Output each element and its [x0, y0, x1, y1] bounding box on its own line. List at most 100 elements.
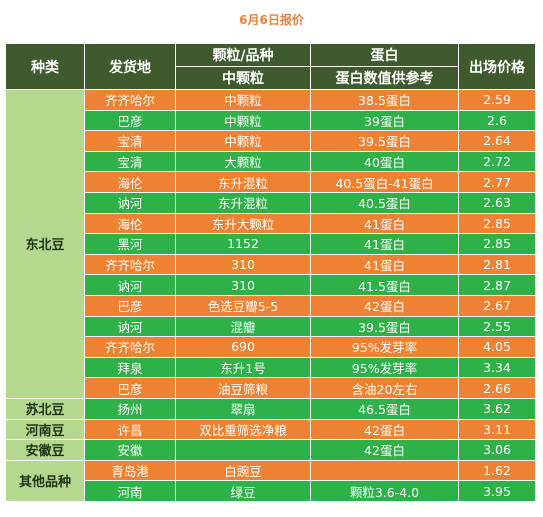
origin-cell: 宝清	[84, 150, 176, 173]
table-row: 东北豆 齐齐哈尔 中颗粒 38.5蛋白 2.59	[5, 89, 536, 399]
protein-cell: 41.5蛋白	[310, 274, 459, 296]
grain-cell: 中颗粒	[175, 109, 311, 132]
grain-cell: 690	[175, 336, 311, 358]
table-row: 齐齐哈尔 690 95%发芽率 4.05	[6, 336, 536, 358]
origin-cell: 齐齐哈尔	[84, 253, 176, 276]
price-cell: 1.62	[458, 459, 536, 482]
price-cell: 3.11	[458, 418, 536, 441]
kind-cell: 苏北豆	[5, 397, 85, 420]
origin-cell: 安徽	[84, 439, 176, 461]
price-cell: 2.85	[458, 212, 536, 235]
price-cell: 2.85	[458, 233, 536, 255]
protein-cell: 颗粒3.6-4.0	[310, 480, 459, 502]
price-cell: 2.72	[458, 150, 536, 173]
grain-cell: 油豆筛粮	[175, 377, 311, 399]
origin-cell: 扬州	[84, 397, 176, 420]
origin-cell: 黑河	[84, 233, 176, 255]
protein-cell: 40.5蛋白	[310, 191, 459, 214]
header-price: 出场价格	[458, 43, 536, 90]
origin-cell: 海伦	[84, 212, 176, 235]
header-grain: 颗粒/品种	[175, 43, 311, 67]
origin-cell: 河南	[84, 480, 176, 502]
protein-cell: 39.5蛋白	[310, 315, 459, 338]
origin-cell: 青岛港	[84, 459, 176, 482]
origin-cell: 宝清	[84, 130, 176, 152]
origin-cell: 许昌	[84, 418, 176, 441]
kind-cell: 其他品种	[5, 459, 85, 502]
protein-cell: 39蛋白	[310, 109, 459, 132]
price-cell: 2.87	[458, 274, 536, 296]
grain-cell: 色选豆瓣5-5	[175, 294, 311, 317]
table-row: 讷河 混瓣 39.5蛋白 2.55	[6, 315, 536, 338]
kind-cell: 东北豆	[5, 89, 85, 399]
grain-cell	[175, 439, 311, 461]
grain-cell: 大颗粒	[175, 150, 311, 173]
origin-cell: 巴彦	[84, 109, 176, 132]
origin-cell: 巴彦	[84, 294, 176, 317]
price-cell: 2.77	[458, 171, 536, 193]
origin-cell: 齐齐哈尔	[84, 336, 176, 358]
table-row: 海伦 东升混粒 40.5蛋白-41蛋白 2.77	[6, 171, 536, 193]
table-row: 安徽豆 安徽 42蛋白 3.06	[5, 439, 536, 461]
grain-cell: 东升大颗粒	[175, 212, 311, 235]
price-cell: 2.63	[458, 191, 536, 214]
price-cell: 2.81	[458, 253, 536, 276]
price-table: 种类 发货地 颗粒/品种 蛋白 出场价格 中颗粒 蛋白数值供参考 东北豆 齐齐哈尔…	[5, 43, 536, 502]
origin-cell: 巴彦	[84, 377, 176, 399]
grain-cell: 混瓣	[175, 315, 311, 338]
price-cell: 2.6	[458, 109, 536, 132]
table-row: 巴彦 油豆筛粮 含油20左右 2.66	[6, 377, 536, 399]
header-origin: 发货地	[84, 43, 176, 90]
grain-cell: 东升1号	[175, 356, 311, 379]
table-row: 宝清 大颗粒 40蛋白 2.72	[6, 150, 536, 173]
protein-cell: 42蛋白	[310, 439, 459, 461]
protein-cell: 40.5蛋白-41蛋白	[310, 171, 459, 193]
protein-cell: 41蛋白	[310, 212, 459, 235]
header-protein: 蛋白	[310, 43, 459, 67]
header-grain-sub: 中颗粒	[175, 66, 311, 90]
origin-cell: 讷河	[84, 191, 176, 214]
header-kind: 种类	[5, 43, 85, 90]
table-row: 河南 绿豆 颗粒3.6-4.0 3.95	[6, 480, 536, 502]
table-row: 海伦 东升大颗粒 41蛋白 2.85	[6, 212, 536, 235]
price-cell: 3.34	[458, 356, 536, 379]
table-row: 讷河 310 41.5蛋白 2.87	[6, 274, 536, 296]
price-table-body: 东北豆 齐齐哈尔 中颗粒 38.5蛋白 2.59 巴彦 中颗粒 39蛋白 2.6 宝清 中颗粒 39.…	[5, 89, 536, 502]
protein-cell: 含油20左右	[310, 377, 459, 399]
price-cell: 4.05	[458, 336, 536, 358]
price-cell: 3.62	[458, 397, 536, 420]
table-row: 讷河 东升混粒 40.5蛋白 2.63	[6, 191, 536, 214]
table-row: 巴彦 色选豆瓣5-5 42蛋白 2.67	[6, 294, 536, 317]
protein-cell	[310, 459, 459, 482]
grain-cell: 双比重筛选净粮	[175, 418, 311, 441]
kind-cell: 安徽豆	[5, 439, 85, 461]
price-cell: 3.06	[458, 439, 536, 461]
protein-cell: 46.5蛋白	[310, 397, 459, 420]
protein-cell: 41蛋白	[310, 233, 459, 255]
table-row: 苏北豆 扬州 翠扇 46.5蛋白 3.62	[5, 397, 536, 420]
origin-cell: 齐齐哈尔	[84, 89, 176, 111]
table-row: 齐齐哈尔 310 41蛋白 2.81	[6, 253, 536, 276]
grain-cell: 翠扇	[175, 397, 311, 420]
kind-cell: 河南豆	[5, 418, 85, 441]
origin-cell: 拜泉	[84, 356, 176, 379]
protein-cell: 42蛋白	[310, 418, 459, 441]
protein-cell: 95%发芽率	[310, 356, 459, 379]
table-row: 黑河 1152 41蛋白 2.85	[6, 233, 536, 255]
price-cell: 2.67	[458, 294, 536, 317]
grain-cell: 中颗粒	[175, 89, 311, 111]
grain-cell: 绿豆	[175, 480, 311, 502]
protein-cell: 95%发芽率	[310, 336, 459, 358]
origin-cell: 讷河	[84, 315, 176, 338]
grain-cell: 310	[175, 253, 311, 276]
table-row: 拜泉 东升1号 95%发芽率 3.34	[6, 356, 536, 379]
price-cell: 2.55	[458, 315, 536, 338]
page-title: 6月6日报价	[239, 13, 304, 27]
grain-cell: 1152	[175, 233, 311, 255]
origin-cell: 海伦	[84, 171, 176, 193]
grain-cell: 东升混粒	[175, 191, 311, 214]
table-row: 巴彦 中颗粒 39蛋白 2.6	[6, 109, 536, 132]
price-cell: 3.95	[458, 480, 536, 502]
grain-cell: 白豌豆	[175, 459, 311, 482]
table-row: 宝清 中颗粒 39.5蛋白 2.64	[6, 130, 536, 152]
